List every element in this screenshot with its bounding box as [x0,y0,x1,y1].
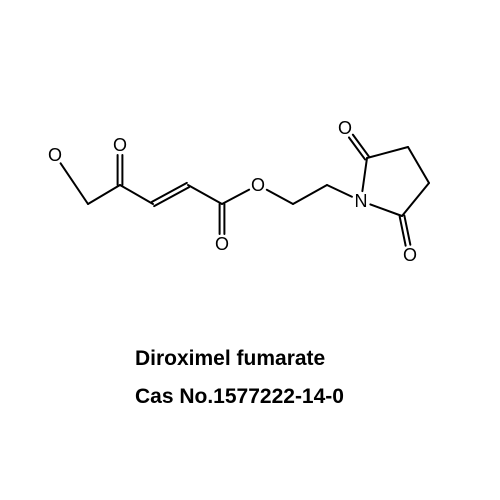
atom-label: O [48,145,62,165]
atom-label: O [251,175,265,195]
atom-label: O [215,234,229,254]
atom-label: O [113,135,127,155]
compound-name: Diroximel fumarate [135,340,344,378]
atom-label: N [355,191,368,211]
molecule-structure: O O O O N O O [0,0,500,500]
caption-block: Diroximel fumarate Cas No.1577222-14-0 [135,340,344,416]
atom-label: O [403,245,417,265]
figure-container: O O O O N O O Diroximel fumarate Cas No.157722… [0,0,500,500]
atom-label: O [338,118,352,138]
atom-layer: O O O O N O O [48,118,417,265]
cas-number: Cas No.1577222-14-0 [135,378,344,416]
